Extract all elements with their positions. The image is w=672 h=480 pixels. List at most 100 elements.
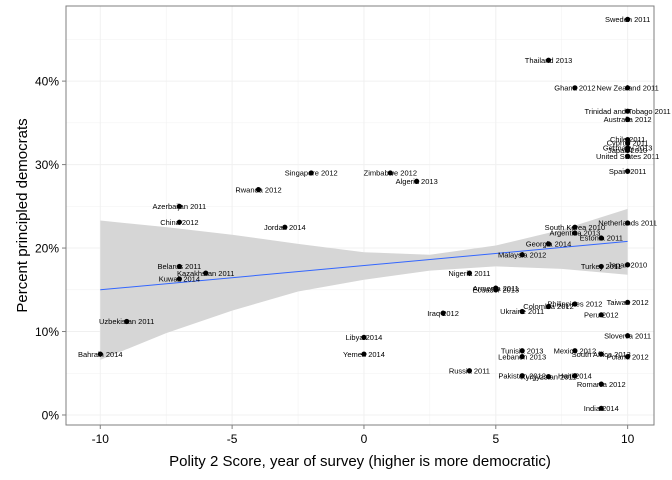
point-label: South Africa 2013: [572, 350, 631, 359]
data-point: [282, 224, 288, 230]
point-label: Azerbaijan 2011: [153, 202, 207, 211]
point-label: Colombia 2012: [523, 302, 573, 311]
data-point: [598, 381, 604, 387]
point-label: Zimbabwe 2012: [364, 169, 417, 178]
point-label: Japan 2010: [608, 260, 647, 269]
data-point: [598, 405, 604, 411]
data-point: [387, 170, 393, 176]
data-point: [625, 153, 631, 159]
data-point: [203, 270, 209, 276]
y-tick-label: 40%: [35, 75, 59, 89]
data-point: [124, 318, 130, 325]
data-point: [625, 299, 631, 305]
data-point: [308, 170, 314, 176]
point-label: Rwanda 2012: [235, 185, 281, 194]
axis-ticks: -10 -5 0 5 10 0% 10% 20% 30% 40%: [35, 75, 635, 446]
data-point: [572, 348, 578, 354]
point-label: Armenia 2011: [473, 284, 519, 293]
point-label: Haiti 2014: [558, 371, 592, 380]
point-label: Turkey 2011: [581, 262, 622, 271]
data-point: [625, 220, 631, 226]
point-label: Kazakhstan 2011: [177, 269, 234, 278]
data-point: [255, 187, 262, 193]
data-point: [598, 351, 604, 357]
y-tick-label: 30%: [35, 158, 59, 172]
data-point: [545, 57, 552, 63]
data-point: [519, 308, 525, 315]
data-point: [572, 224, 578, 230]
point-label: Bahrain 2014: [78, 350, 123, 359]
data-point: [625, 16, 631, 22]
point-label: Spain 2011: [609, 167, 646, 176]
point-label: Nigeria 2011: [448, 269, 490, 278]
point-label: Iraq 2012: [427, 309, 459, 318]
data-point: [519, 373, 525, 379]
data-point: [625, 140, 631, 146]
data-point: [519, 348, 525, 354]
data-point: [572, 301, 578, 307]
x-tick-label: 10: [621, 432, 635, 446]
data-point: [545, 241, 552, 247]
data-point: [176, 203, 182, 209]
point-label: Poland 2012: [607, 352, 649, 361]
x-tick-label: 0: [361, 432, 368, 446]
point-label: Cyprus 2011: [607, 139, 649, 148]
point-label: Philippines 2012: [547, 300, 602, 309]
data-point: [625, 116, 631, 123]
point-label: Belarus 2011: [158, 262, 202, 271]
data-point: [466, 270, 473, 276]
point-label: India 2014: [584, 404, 619, 413]
data-point: [176, 219, 182, 225]
data-point: [414, 178, 420, 184]
y-tick-label: 10%: [35, 325, 59, 339]
data-point: [598, 263, 604, 270]
point-label: Jordan 2014: [264, 223, 306, 232]
point-label: Ukraine 2011: [500, 307, 544, 316]
point-label: Algeria 2013: [396, 177, 438, 186]
point-label: Sweden 2011: [605, 15, 650, 24]
point-label: United States 2011: [596, 152, 659, 161]
x-axis-title: Polity 2 Score, year of survey (higher i…: [169, 453, 551, 470]
data-point: [625, 333, 631, 339]
data-point: [466, 368, 473, 374]
data-point: [519, 353, 525, 360]
point-label: Peru 2012: [584, 311, 619, 320]
data-point: [625, 85, 631, 91]
plot-panel: [66, 6, 654, 425]
point-label: China 2012: [160, 218, 198, 227]
point-label: Chile 2011: [610, 135, 645, 144]
data-point: [545, 373, 552, 380]
point-label: Singapore 2012: [285, 169, 338, 178]
point-label: Malaysia 2012: [498, 250, 546, 259]
data-point: [361, 334, 367, 340]
point-label: Australia 2012: [604, 115, 652, 124]
x-tick-label: -10: [92, 432, 110, 446]
point-label: Uzbekistan 2011: [99, 317, 154, 326]
data-point: [625, 108, 631, 114]
point-label: New Zealand 2011: [596, 83, 658, 92]
data-point: [572, 85, 578, 91]
point-label: Tunisia 2013: [501, 346, 544, 355]
data-point: [176, 263, 182, 270]
plot-frame: [65, 5, 655, 426]
y-tick-label: 0%: [42, 408, 60, 422]
point-label: Germany 2013: [603, 144, 653, 153]
data-point: [519, 252, 525, 258]
point-label: Kuwait 2014: [159, 275, 200, 284]
point-label: Pakistan 2012: [498, 371, 546, 380]
point-label: Ghana 2012: [554, 83, 595, 92]
data-point: [361, 351, 367, 357]
point-label: Slovenia 2011: [604, 331, 651, 340]
data-point: [176, 276, 182, 282]
x-tick-label: 5: [492, 432, 499, 446]
point-label: Netherlands 2011: [598, 219, 657, 228]
point-label: Argentina 2013: [549, 229, 600, 238]
data-point: [625, 168, 631, 174]
data-points: [97, 16, 631, 411]
point-label: Thailand 2013: [525, 56, 573, 65]
point-label: Japan 2010: [608, 146, 647, 155]
data-point: [545, 303, 552, 310]
data-point: [572, 373, 578, 379]
x-tick-label: -5: [227, 432, 238, 446]
